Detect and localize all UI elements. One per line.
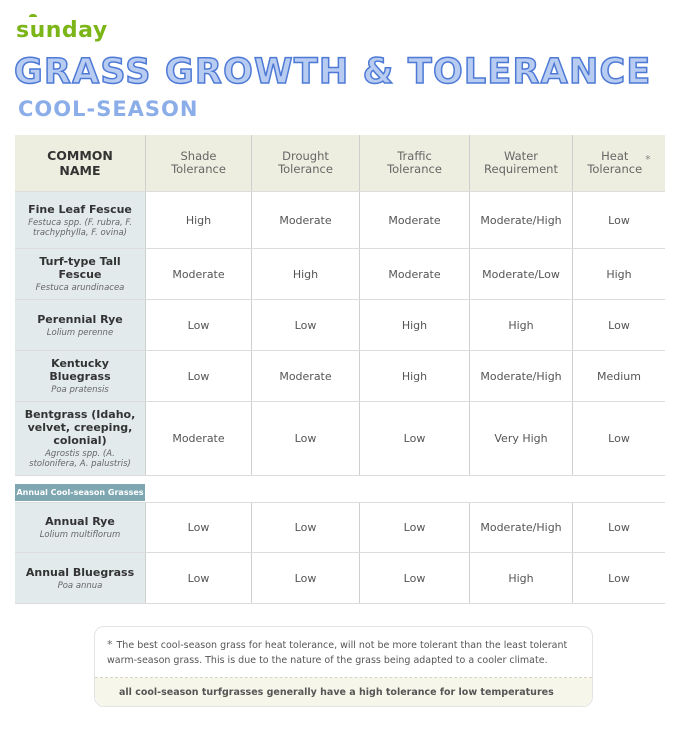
brand-logo: sunday xyxy=(16,14,108,43)
traffic-value: Moderate xyxy=(359,192,469,248)
section-header-row: Annual Cool-season Grasses xyxy=(15,476,665,502)
drought-value: High xyxy=(251,249,359,299)
grass-latin-name: Agrostis spp. (A. stolonifera, A. palust… xyxy=(29,449,131,469)
heat-value: Low xyxy=(572,192,665,248)
heat-value: Low xyxy=(572,300,665,350)
shade-value: Moderate xyxy=(145,249,251,299)
section-label: Annual Cool-season Grasses xyxy=(15,484,145,501)
drought-value: Low xyxy=(251,300,359,350)
traffic-value: High xyxy=(359,300,469,350)
water-value: Moderate/Low xyxy=(469,249,572,299)
traffic-value: Moderate xyxy=(359,249,469,299)
tolerance-table: COMMON NAME Shade Tolerance Drought Toleran… xyxy=(15,135,665,604)
water-value: Very High xyxy=(469,402,572,475)
asterisk-icon: * xyxy=(107,638,113,651)
heat-value: Low xyxy=(572,553,665,603)
grass-latin-name: Lolium perenne xyxy=(46,327,114,338)
grass-name: Bentgrass (Idaho, velvet, creeping, colo… xyxy=(24,408,136,447)
header-water: Water Requirement xyxy=(469,135,572,191)
table-row: Fine Leaf Fescue Festuca spp. (F. rubra, … xyxy=(15,192,665,249)
grass-latin-name: Festuca spp. (F. rubra, F. trachyphylla,… xyxy=(28,217,132,238)
table-row: Bentgrass (Idaho, velvet, creeping, colo… xyxy=(15,402,665,476)
table-row: Annual Bluegrass Poa annua Low Low Low Hi… xyxy=(15,553,665,604)
header-common-name: COMMON NAME xyxy=(47,148,113,178)
footnote-bottom-text: all cool-season turfgrasses generally ha… xyxy=(95,678,592,706)
heat-value: Medium xyxy=(572,351,665,401)
heat-value: High xyxy=(572,249,665,299)
traffic-value: Low xyxy=(359,402,469,475)
drought-value: Low xyxy=(251,503,359,552)
table-header-row: COMMON NAME Shade Tolerance Drought Toleran… xyxy=(15,135,665,192)
header-traffic: Traffic Tolerance xyxy=(359,135,469,191)
heat-value: Low xyxy=(572,503,665,552)
drought-value: Low xyxy=(251,553,359,603)
footnote-box: * The best cool-season grass for heat tol… xyxy=(94,626,593,707)
heat-value: Low xyxy=(572,402,665,475)
shade-value: Moderate xyxy=(145,402,251,475)
header-drought: Drought Tolerance xyxy=(251,135,359,191)
shade-value: Low xyxy=(145,300,251,350)
shade-value: Low xyxy=(145,553,251,603)
traffic-value: Low xyxy=(359,553,469,603)
grass-latin-name: Festuca arundinacea xyxy=(35,283,125,293)
grass-name: Turf-type Tall Fescue xyxy=(39,255,121,281)
table-row: Annual Rye Lolium multiflorum Low Low Low… xyxy=(15,502,665,553)
water-value: Moderate/High xyxy=(469,503,572,552)
traffic-value: High xyxy=(359,351,469,401)
water-value: Moderate/High xyxy=(469,192,572,248)
page-title: GRASS GROWTH & TOLERANCE xyxy=(13,51,652,93)
grass-name: Annual Rye xyxy=(45,515,115,528)
grass-name: Annual Bluegrass xyxy=(25,565,135,579)
asterisk-icon: * xyxy=(645,152,651,166)
page-subtitle: COOL-SEASON xyxy=(18,97,199,121)
grass-name: Perennial Rye xyxy=(37,312,123,326)
table-row: Perennial Rye Lolium perenne Low Low High… xyxy=(15,300,665,351)
grass-latin-name: Poa pratensis xyxy=(51,385,109,395)
header-heat: Heat Tolerance * xyxy=(572,135,665,191)
grass-name: Fine Leaf Fescue xyxy=(28,202,132,216)
table-row: Turf-type Tall Fescue Festuca arundinacea… xyxy=(15,249,665,300)
footnote-text: The best cool-season grass for heat tole… xyxy=(107,640,568,666)
traffic-value: Low xyxy=(359,503,469,552)
water-value: High xyxy=(469,300,572,350)
grass-latin-name: Poa annua xyxy=(57,580,103,591)
drought-value: Moderate xyxy=(251,192,359,248)
drought-value: Low xyxy=(251,402,359,475)
logo-smile-icon xyxy=(29,14,37,19)
divider xyxy=(95,677,592,678)
shade-value: High xyxy=(145,192,251,248)
shade-value: Low xyxy=(145,351,251,401)
water-value: Moderate/High xyxy=(469,351,572,401)
table-row: Kentucky Bluegrass Poa pratensis Low Mode… xyxy=(15,351,665,402)
grass-latin-name: Lolium multiflorum xyxy=(39,530,121,540)
grass-name: Kentucky Bluegrass xyxy=(49,357,111,383)
header-shade: Shade Tolerance xyxy=(145,135,251,191)
shade-value: Low xyxy=(145,503,251,552)
water-value: High xyxy=(469,553,572,603)
drought-value: Moderate xyxy=(251,351,359,401)
